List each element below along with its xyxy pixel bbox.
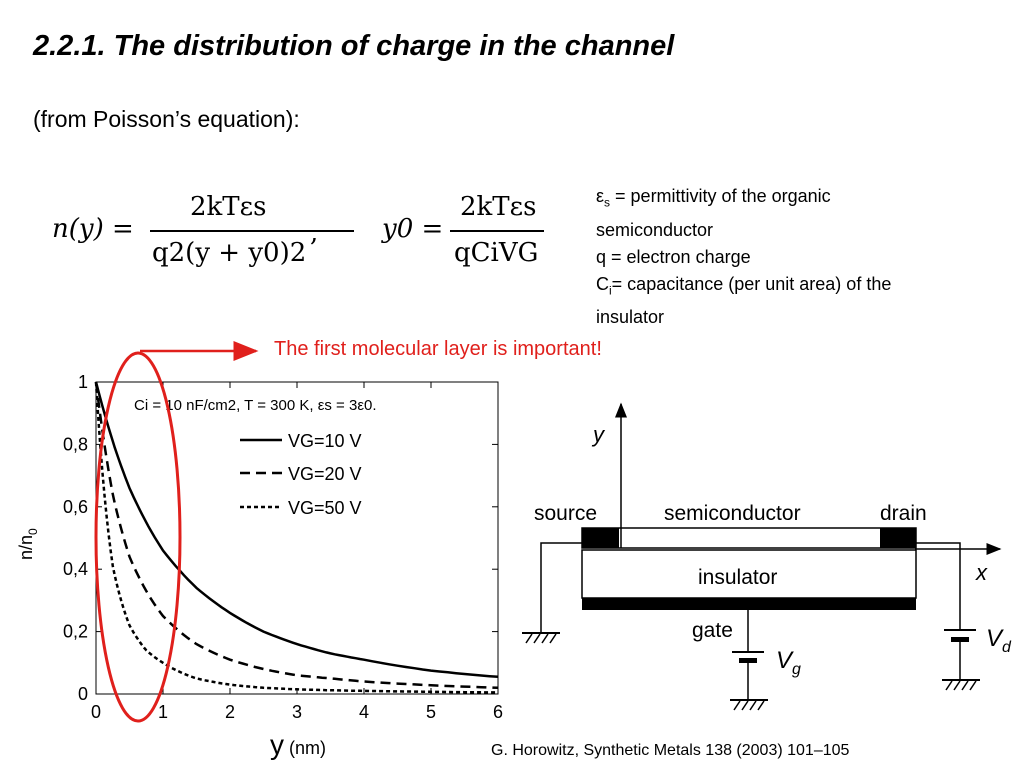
gate-label: gate [692,619,733,642]
diagram-x-label: x [975,560,988,585]
highlight-ellipse [94,351,182,723]
slide-title: 2.2.1. The distribution of charge in the… [33,30,675,62]
citation: G. Horowitz, Synthetic Metals 138 (2003)… [491,742,850,759]
y-tick-label: 1 [78,372,88,392]
x-axis-symbol: y [270,729,284,760]
equation-n-lhs: n(y) = [52,214,134,244]
gate-battery-plate [739,658,757,663]
y-tick-label: 0,4 [63,559,88,579]
gate-electrode [582,598,916,610]
chart-legend: VG=10 V VG=20 V VG=50 V [240,431,362,518]
x-tick-label: 1 [158,702,168,722]
legend-label-50v: VG=50 V [288,498,362,518]
x-tick-label: 4 [359,702,369,722]
x-tick-label: 2 [225,702,235,722]
equation-n-numerator: 2kTεs [190,192,267,222]
slide-subtitle: (from Poisson’s equation): [33,106,300,132]
symbol-subscript: i [609,283,612,298]
equation-n-of-y: n(y) = 2kTεs q2(y + y0)2 , [52,190,354,280]
drain-label: drain [880,502,927,525]
y-tick-label: 0 [78,684,88,704]
legend-label-10v: VG=10 V [288,431,362,451]
equation-comma: , [310,218,319,248]
definition-continued: insulator [596,307,665,328]
ground-hatch [945,680,977,691]
x-tick-label: 0 [91,702,101,722]
semiconductor-layer [581,527,917,549]
equation-y0-numerator: 2kTεs [460,192,537,222]
definition-capacitance: Ci= capacitance (per unit area) of the [596,271,1006,305]
symbol-subscript: s [604,195,611,210]
semiconductor-label: semiconductor [664,502,801,525]
definition-text: = capacitance (per unit area) of the [611,273,892,294]
source-contact [582,528,619,548]
y-axis-label: n/n0 [16,528,40,560]
vg-label: Vg [776,647,801,678]
plot-annotation: Ci = 10 nF/cm2, T = 300 K, εs = 3ε0. [134,397,377,414]
x-axis-unit: (nm) [289,738,326,758]
device-diagram: y x source semiconductor drain insulator… [522,402,1012,711]
series-line-solid [94,381,499,679]
symbol-epsilon: ε [596,186,605,206]
equation-y0-denominator: qCiVG [454,238,539,268]
series-line-dashed [94,381,499,690]
equation-y0-lhs: y0 = [382,214,444,244]
y-tick-label: 0,8 [63,434,88,454]
fraction-bar [450,230,544,232]
source-label: source [534,502,597,525]
insulator-label: insulator [698,566,777,589]
symbol-c: C [596,273,609,294]
x-tick-labels: 0 1 2 3 4 5 6 [91,702,503,722]
legend-label-20v: VG=20 V [288,464,362,484]
source-wire [540,542,582,632]
definition-charge: q = electron charge [596,246,751,267]
vd-label: Vd [986,625,1012,656]
y-tick-labels: 0 0,2 0,4 0,6 0,8 1 [63,372,88,704]
x-tick-label: 3 [292,702,302,722]
definition-continued: semiconductor [596,219,714,240]
fraction-bar [150,230,354,232]
drain-wire [916,542,961,630]
drain-battery-plate [951,637,969,642]
drain-contact [880,528,916,548]
x-tick-label: 5 [426,702,436,722]
ground-hatch [733,700,765,711]
definition-text: = permittivity of the organic [610,186,831,206]
equation-y0: y0 = 2kTεs qCiVG [382,190,552,280]
x-tick-label: 6 [493,702,503,722]
chart-series [94,381,499,694]
equation-n-denominator: q2(y + y0)2 [152,238,307,268]
definition-permittivity: εs = permittivity of the organic [596,183,1006,217]
diagram-y-label: y [591,422,606,447]
symbol-definitions: εs = permittivity of the organic semicon… [596,183,1006,331]
y-tick-label: 0,2 [63,622,88,642]
callout-text: The first molecular layer is important! [274,338,602,360]
ground-hatch [525,633,557,644]
series-line-dotted [94,381,498,694]
y-tick-label: 0,6 [63,497,88,517]
